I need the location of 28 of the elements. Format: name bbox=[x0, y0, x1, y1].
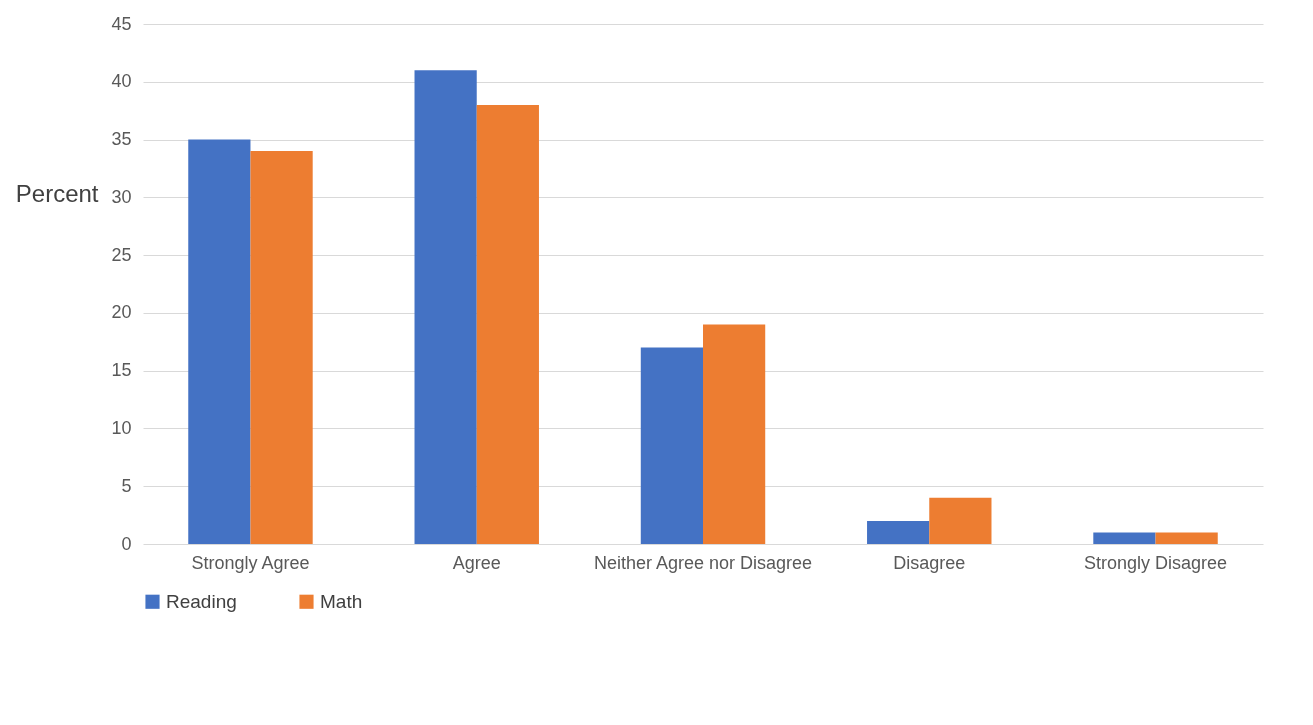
x-tick-label: Neither Agree nor Disagree bbox=[593, 552, 813, 573]
x-tick-label: Disagree bbox=[893, 552, 966, 573]
y-tick-label: 25 bbox=[111, 244, 132, 265]
y-tick-label: 20 bbox=[111, 302, 132, 323]
x-tick-label: Strongly Disagree bbox=[1083, 552, 1228, 573]
bar bbox=[1093, 532, 1156, 544]
legend-label: Reading bbox=[166, 590, 237, 612]
bar bbox=[1155, 532, 1218, 544]
x-tick-label: Strongly Agree bbox=[191, 552, 310, 573]
bar bbox=[703, 324, 766, 544]
bar bbox=[414, 70, 477, 544]
y-tick-label: 5 bbox=[121, 475, 132, 496]
bar bbox=[867, 520, 930, 544]
bar bbox=[640, 347, 703, 544]
y-tick-label: 30 bbox=[111, 186, 132, 207]
bar bbox=[476, 104, 539, 544]
x-tick-label: Agree bbox=[452, 552, 501, 573]
y-tick-label: 35 bbox=[111, 129, 132, 150]
y-tick-label: 0 bbox=[121, 533, 132, 554]
y-axis-title: Percent bbox=[15, 179, 99, 207]
y-tick-label: 15 bbox=[111, 360, 132, 381]
y-tick-label: 40 bbox=[111, 71, 132, 92]
bar bbox=[188, 139, 251, 544]
legend-label: Math bbox=[320, 590, 363, 612]
y-tick-label: 10 bbox=[111, 417, 132, 438]
bar bbox=[929, 497, 992, 544]
bar bbox=[250, 151, 313, 544]
y-tick-label: 45 bbox=[111, 13, 132, 34]
